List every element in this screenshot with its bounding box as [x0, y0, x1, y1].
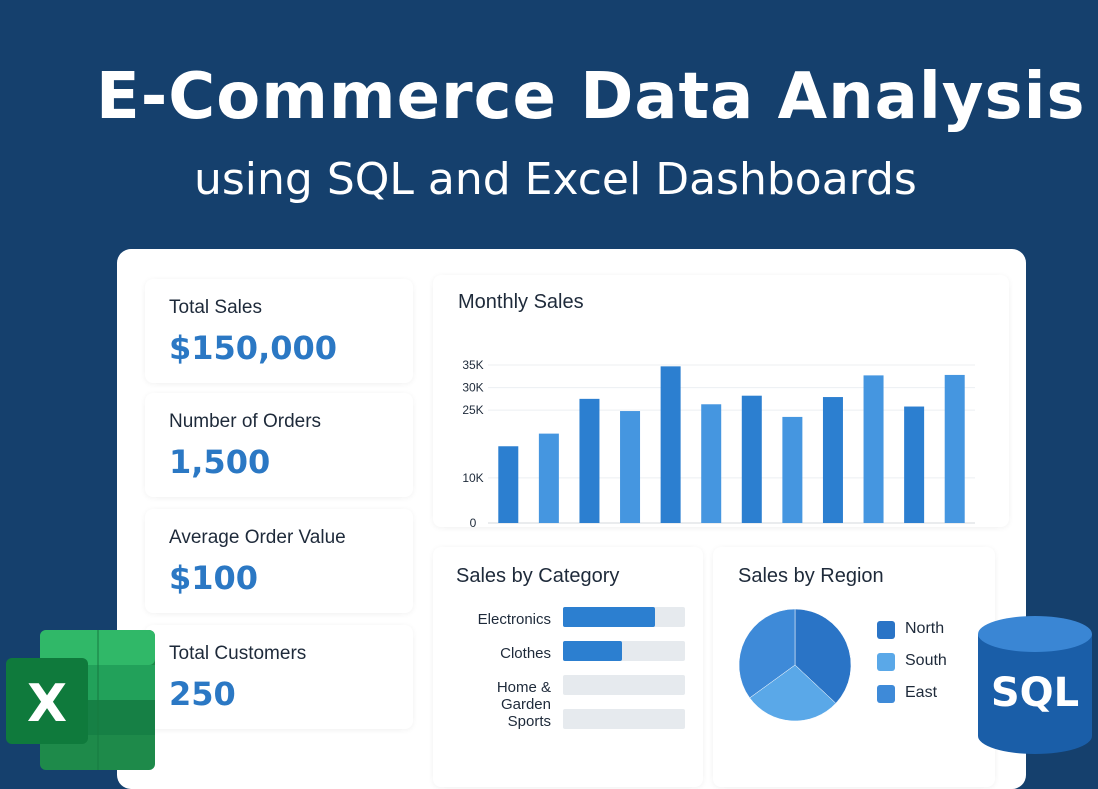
y-tick-label: 35K: [462, 358, 483, 372]
bar-jul: [741, 395, 762, 523]
bar-sep: [822, 397, 843, 523]
bar-dec: [944, 374, 965, 523]
page-subtitle: using SQL and Excel Dashboards: [194, 154, 917, 205]
legend-swatch: [877, 653, 895, 671]
kpi-value: 1,500: [169, 443, 271, 481]
category-label: Sports: [507, 713, 551, 730]
kpi-value: $150,000: [169, 329, 338, 367]
pie-slice-east: [738, 608, 796, 699]
y-tick-label: 30K: [462, 381, 483, 395]
kpi-label: Total Sales: [169, 297, 262, 318]
kpi-label: Total Customers: [169, 643, 307, 664]
kpi-label: Average Order Value: [169, 527, 346, 548]
legend-label: South: [905, 652, 947, 669]
pie-slice-south: [749, 664, 837, 722]
category-bar-fill: [563, 607, 655, 627]
sql-label: SQL: [991, 670, 1079, 716]
bar-jan: [498, 446, 519, 523]
bar-may: [660, 366, 681, 523]
bar-jun: [701, 404, 722, 523]
kpi-number-of-orders: Number of Orders 1,500: [145, 393, 413, 497]
kpi-average-order-value: Average Order Value $100: [145, 509, 413, 613]
region-title: Sales by Region: [738, 565, 884, 587]
bar-apr: [620, 411, 641, 523]
category-label: Electronics: [477, 611, 551, 628]
monthly-sales-title: Monthly Sales: [458, 291, 584, 313]
bar-feb: [538, 433, 559, 523]
kpi-value: 250: [169, 675, 236, 713]
legend-swatch: [877, 621, 895, 639]
category-bar-track: [563, 641, 685, 661]
page-title: E-Commerce Data Analysis: [96, 60, 1086, 134]
kpi-total-customers: Total Customers 250: [145, 625, 413, 729]
bar-nov: [904, 406, 925, 523]
category-title: Sales by Category: [456, 565, 620, 587]
region-pie-chart: [738, 608, 852, 722]
region-panel: Sales by Region North South East: [713, 547, 995, 787]
kpi-label: Number of Orders: [169, 411, 322, 432]
legend-swatch: [877, 685, 895, 703]
category-bar-track: [563, 675, 685, 695]
monthly-sales-chart: 010K25K30K35KJanFebMarAprMayJunJulAugSep…: [462, 358, 975, 527]
bar-oct: [863, 375, 884, 523]
dashboard-card: Total Sales $150,000 Number of Orders 1,…: [117, 249, 1026, 789]
pie-slice-north: [794, 608, 852, 704]
legend-label: North: [905, 620, 945, 637]
y-tick-label: 0: [470, 516, 477, 527]
category-bar-fill: [563, 641, 622, 661]
category-panel: Sales by Category Electronics Clothes Home…: [433, 547, 703, 787]
bar-mar: [579, 398, 600, 523]
y-tick-label: 10K: [462, 471, 483, 485]
excel-icon: X: [6, 630, 155, 770]
excel-letter: X: [27, 674, 67, 734]
y-tick-label: 25K: [462, 403, 483, 417]
kpi-total-sales: Total Sales $150,000: [145, 279, 413, 383]
category-label: Clothes: [500, 645, 551, 662]
database-icon: SQL: [978, 616, 1092, 754]
category-bar-track: [563, 709, 685, 729]
legend-label: East: [905, 684, 938, 701]
monthly-sales-panel: Monthly Sales 010K25K30K35KJanFebMarAprM…: [433, 275, 1009, 527]
kpi-value: $100: [169, 559, 259, 597]
category-label: Home & Garden: [496, 679, 551, 713]
category-bar-track: [563, 607, 685, 627]
bar-aug: [782, 416, 803, 523]
